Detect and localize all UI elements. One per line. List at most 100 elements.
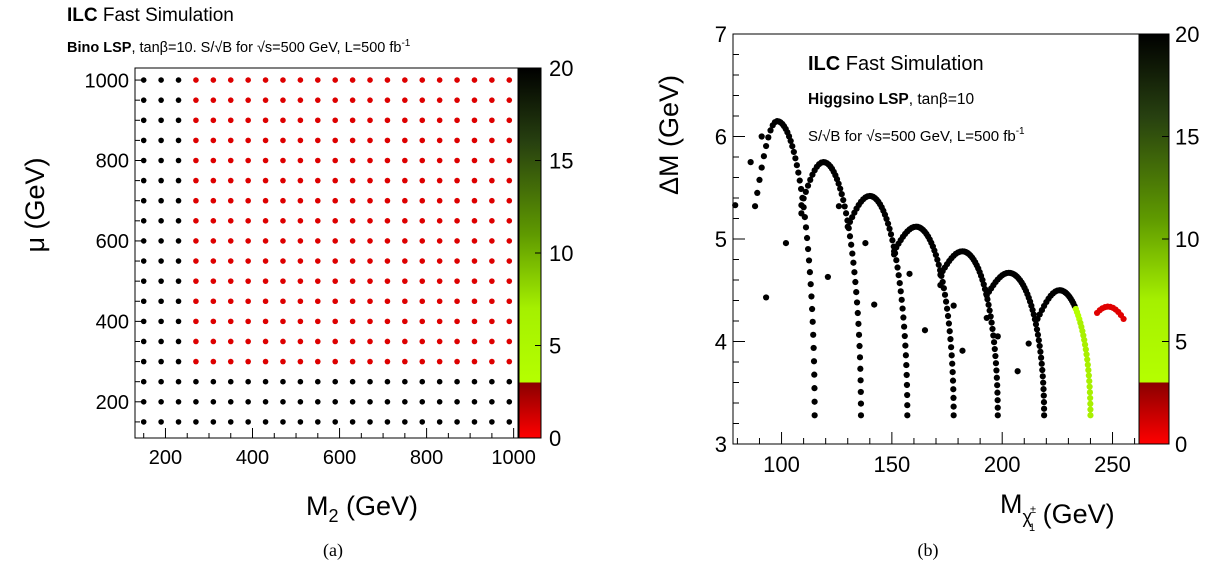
panel-a-point xyxy=(419,318,426,325)
panel-a-point xyxy=(489,258,495,264)
panel-a-point xyxy=(140,298,147,305)
panel-a-point xyxy=(349,157,356,164)
panel-b-point xyxy=(1032,321,1040,328)
panel-a-point xyxy=(227,218,234,224)
panel-b-point xyxy=(994,404,1001,411)
panel-a-point xyxy=(314,177,321,184)
panel-a-point xyxy=(210,378,217,385)
panel-a-point xyxy=(384,278,391,284)
panel-b-point xyxy=(790,148,797,156)
panel-a-point xyxy=(489,278,495,284)
panel-a-point xyxy=(314,218,321,224)
panel-b-xlabel-unit: (GeV) xyxy=(1035,499,1115,529)
panel-b-point xyxy=(1040,392,1047,399)
panel-b-subtitle-rest: , tanβ=10 xyxy=(909,91,975,108)
panel-a-point xyxy=(436,97,443,103)
panel-a-point xyxy=(332,399,339,405)
panel-a-colorbar-label: 5 xyxy=(549,334,561,359)
panel-a-point xyxy=(314,378,321,385)
panel-b-point xyxy=(886,225,893,232)
panel-a-point xyxy=(506,177,513,184)
panel-b-point xyxy=(989,325,996,333)
panel-a-point xyxy=(297,117,304,124)
panel-a-header: ILC Fast Simulation xyxy=(67,5,234,26)
panel-a-point xyxy=(332,197,339,204)
panel-a-point xyxy=(280,197,286,204)
panel-b-point xyxy=(1039,373,1046,380)
panel-a-point xyxy=(384,238,391,244)
panel-a-point xyxy=(175,419,182,425)
panel-a-point xyxy=(332,77,339,83)
panel-a-point xyxy=(419,157,426,164)
panel-a-point xyxy=(349,419,356,425)
panel-a-point xyxy=(245,298,251,305)
panel-a-point xyxy=(436,218,443,224)
panel-a-point xyxy=(349,298,356,305)
panel-a-point xyxy=(402,338,408,345)
panel-a-point xyxy=(175,177,182,184)
panel-a-point xyxy=(314,419,321,425)
panel-a-point xyxy=(227,117,234,124)
panel-a-point xyxy=(349,338,356,345)
panel-a-point xyxy=(384,117,391,124)
panel-a-point xyxy=(332,318,339,325)
panel-b-point xyxy=(1084,361,1091,368)
panel-a-point xyxy=(193,197,199,204)
panel-a-point xyxy=(471,258,478,264)
panel-a-point xyxy=(454,378,460,385)
panel-a-point xyxy=(158,157,164,164)
panel-a-subtitle-sup: -1 xyxy=(401,38,410,49)
panel-a-point xyxy=(297,238,304,244)
panel-a-point xyxy=(454,177,460,184)
panel-a-colorbar-label: 15 xyxy=(549,149,573,174)
panel-a-point xyxy=(489,77,495,83)
panel-a-point xyxy=(193,218,199,224)
panel-b-xtick-label: 100 xyxy=(763,452,800,477)
panel-b-point xyxy=(992,352,999,360)
panel-b-point xyxy=(890,251,898,258)
panel-a-point xyxy=(158,378,164,385)
panel-a-point xyxy=(384,338,391,345)
panel-a-point xyxy=(140,419,147,425)
panel-b-point xyxy=(1082,346,1089,353)
panel-a-point xyxy=(489,137,495,144)
panel-b-xlabel-subsub: 1 xyxy=(1029,522,1035,534)
panel-a-point xyxy=(158,117,164,124)
panel-a-point xyxy=(262,77,269,83)
panel-a-point xyxy=(158,278,164,284)
panel-a-point xyxy=(193,358,199,365)
panel-a-point xyxy=(227,238,234,244)
panel-a-point xyxy=(280,378,286,385)
panel-b-xtick-label: 150 xyxy=(874,452,911,477)
panel-a-point xyxy=(210,137,217,144)
panel-b-point xyxy=(934,256,941,263)
panel-a-point xyxy=(210,177,217,184)
panel-a-point xyxy=(280,117,286,124)
panel-a-subtitle: Bino LSP, tanβ=10. S/√B for √s=500 GeV, … xyxy=(67,38,411,56)
panel-a-point xyxy=(419,137,426,144)
panel-b-point xyxy=(852,278,859,286)
panel-a-point xyxy=(280,358,286,365)
panel-a-ytick-label: 200 xyxy=(96,392,129,414)
panel-a-point xyxy=(280,97,286,103)
panel-a-point xyxy=(367,137,373,144)
panel-b-point xyxy=(1014,368,1021,375)
panel-a-point xyxy=(349,258,356,264)
panel-b-point xyxy=(853,289,860,296)
panel-a-point xyxy=(245,197,251,204)
panel-a-point xyxy=(193,378,199,385)
panel-a-point xyxy=(454,157,460,164)
panel-b-ytick-label: 3 xyxy=(715,432,727,457)
panel-b-xlabel-subsup: ± xyxy=(1030,504,1036,516)
panel-b-point xyxy=(754,189,761,196)
panel-b-point xyxy=(849,250,856,257)
panel-a-point xyxy=(175,117,182,124)
panel-a-colorbar-label: 10 xyxy=(549,241,573,266)
panel-a-point xyxy=(314,358,321,365)
panel-a-point xyxy=(297,177,304,184)
panel-a-xtick-label: 600 xyxy=(323,447,356,469)
panel-a-point xyxy=(245,117,251,124)
panel-a-point xyxy=(210,97,217,103)
